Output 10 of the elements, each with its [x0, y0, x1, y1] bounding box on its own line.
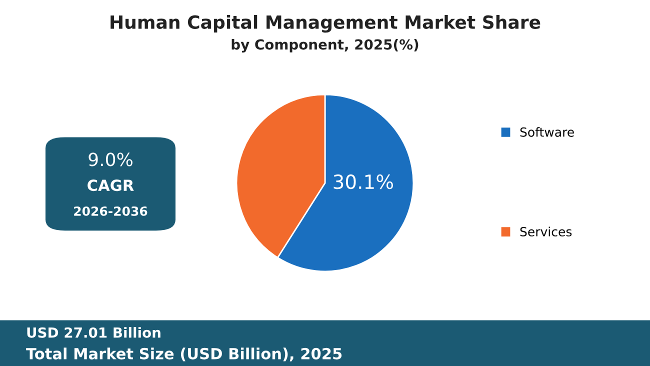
text: Total Market Size (USD Billion), 2025 [26, 348, 342, 362]
legend-label: Services [520, 226, 572, 236]
text: 30.1% [334, 174, 394, 190]
text: 2026-2036 [74, 206, 148, 216]
text: USD 27.01 Billion [27, 327, 160, 338]
chart-subtitle: by Component, 2025(%) [232, 38, 418, 53]
chart-title: Human Capital Management Market Share [110, 14, 540, 33]
legend-label: Software [520, 127, 574, 137]
text: 9.0% [88, 152, 132, 166]
text: CAGR [88, 180, 134, 192]
